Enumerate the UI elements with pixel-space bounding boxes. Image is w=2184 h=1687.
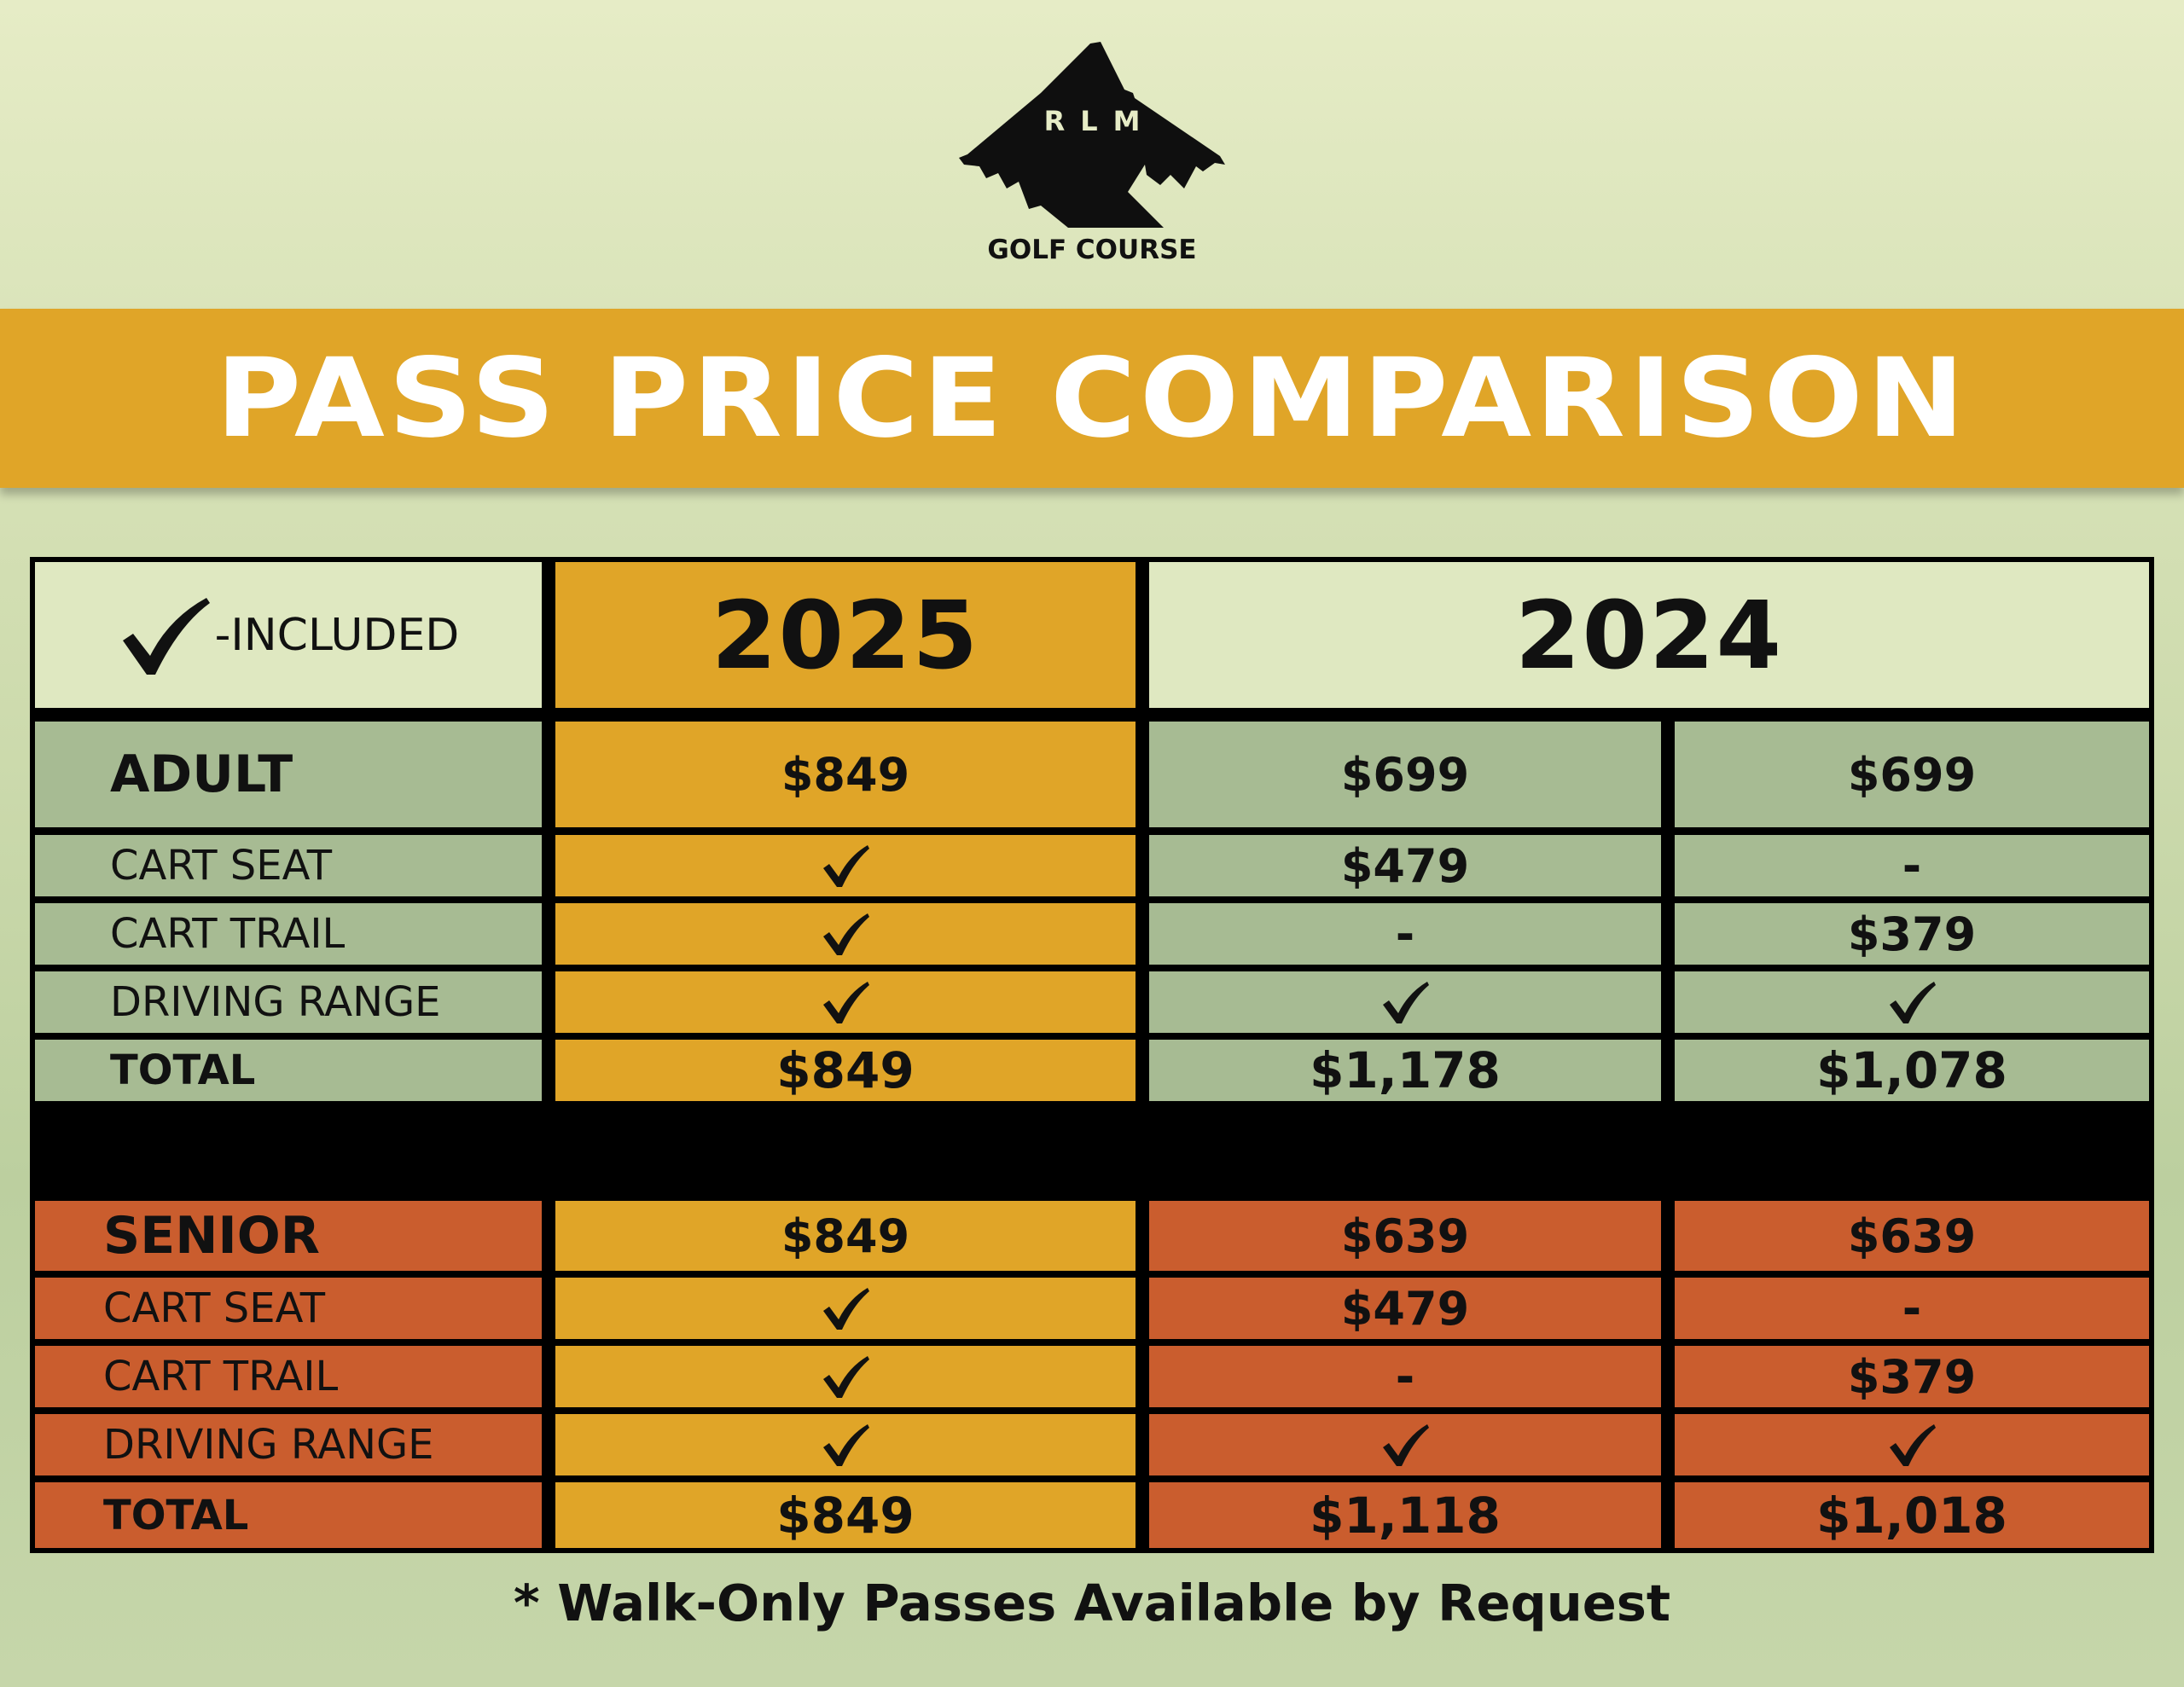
adult-price-2025-cell: $849 [555, 1040, 1136, 1101]
senior-row-label: CART TRAIL [35, 1346, 542, 1407]
checkmark-icon [823, 1288, 869, 1330]
adult-row-label: CART TRAIL [35, 903, 542, 965]
senior-row-label: CART SEAT [35, 1278, 542, 1339]
adult-price-2025-cell [555, 903, 1136, 965]
year-2024-header: 2024 [1149, 562, 2149, 708]
adult-row-label: CART SEAT [35, 835, 542, 896]
adult-price-2024-option-b-cell: $699 [1675, 722, 2149, 827]
adult-price-2025-cell [555, 971, 1136, 1033]
senior-price-2024-option-b-cell [1675, 1414, 2149, 1475]
senior-price-2024-option-a-cell: $639 [1149, 1201, 1661, 1271]
checkmark-icon [823, 913, 869, 955]
senior-price-2025-cell [555, 1414, 1136, 1475]
checkmark-icon [1383, 1424, 1429, 1466]
adult-price-2024-option-a-cell: $479 [1149, 835, 1661, 896]
page-title: PASS PRICE COMPARISON [215, 334, 1969, 462]
adult-price-2024-option-b-cell: $379 [1675, 903, 2149, 965]
year-2025-header: 2025 [555, 562, 1136, 708]
adult-price-2024-option-a-cell: $699 [1149, 722, 1661, 827]
adult-price-2024-option-b-cell [1675, 971, 2149, 1033]
senior-price-2025-cell: $849 [555, 1482, 1136, 1548]
logo-subtitle: GOLF COURSE [987, 235, 1197, 265]
footer-note: * Walk-Only Passes Available by Request [513, 1574, 1671, 1632]
adult-row-label: ADULT [35, 722, 542, 827]
adult-price-2024-option-b-cell: - [1675, 835, 2149, 896]
checkmark-icon [823, 982, 869, 1023]
mountain-bird-logo-icon [959, 42, 1225, 228]
senior-price-2024-option-b-cell: $639 [1675, 1201, 2149, 1271]
checkmark-icon [823, 1424, 869, 1466]
senior-price-2025-cell [555, 1278, 1136, 1339]
adult-price-2025-cell [555, 835, 1136, 896]
price-comparison-table: -INCLUDED 2025 2024 ADULT $849 $699 $699 CAR… [30, 557, 2154, 1553]
adult-price-2025-cell: $849 [555, 722, 1136, 827]
checkmark-icon [1890, 1424, 1936, 1466]
senior-price-2024-option-a-cell [1149, 1414, 1661, 1475]
senior-price-2024-option-a-cell: $479 [1149, 1278, 1661, 1339]
adult-price-2024-option-b-cell: $1,078 [1675, 1040, 2149, 1101]
senior-price-2024-option-b-cell: - [1675, 1278, 2149, 1339]
adult-row-label: TOTAL [35, 1040, 542, 1101]
senior-price-2024-option-a-cell: - [1149, 1346, 1661, 1407]
checkmark-icon [122, 597, 210, 675]
senior-price-2024-option-b-cell: $379 [1675, 1346, 2149, 1407]
adult-price-2024-option-a-cell: $1,178 [1149, 1040, 1661, 1101]
senior-price-2024-option-b-cell: $1,018 [1675, 1482, 2149, 1548]
checkmark-icon [823, 845, 869, 887]
logo: RLM GOLF COURSE [947, 38, 1237, 269]
adult-row-label: DRIVING RANGE [35, 971, 542, 1033]
checkmark-icon [1383, 982, 1429, 1023]
senior-price-2025-cell: $849 [555, 1201, 1136, 1271]
senior-row-label: TOTAL [35, 1482, 542, 1548]
senior-price-2025-cell [555, 1346, 1136, 1407]
legend-cell: -INCLUDED [35, 562, 542, 708]
checkmark-icon [823, 1356, 869, 1398]
checkmark-icon [1890, 982, 1936, 1023]
senior-row-label: DRIVING RANGE [35, 1414, 542, 1475]
logo-letters: RLM [1043, 105, 1156, 137]
senior-row-label: SENIOR [35, 1201, 542, 1271]
adult-price-2024-option-a-cell [1149, 971, 1661, 1033]
adult-price-2024-option-a-cell: - [1149, 903, 1661, 965]
legend-text: -INCLUDED [214, 609, 460, 661]
senior-price-2024-option-a-cell: $1,118 [1149, 1482, 1661, 1548]
title-banner: PASS PRICE COMPARISON [0, 309, 2184, 488]
